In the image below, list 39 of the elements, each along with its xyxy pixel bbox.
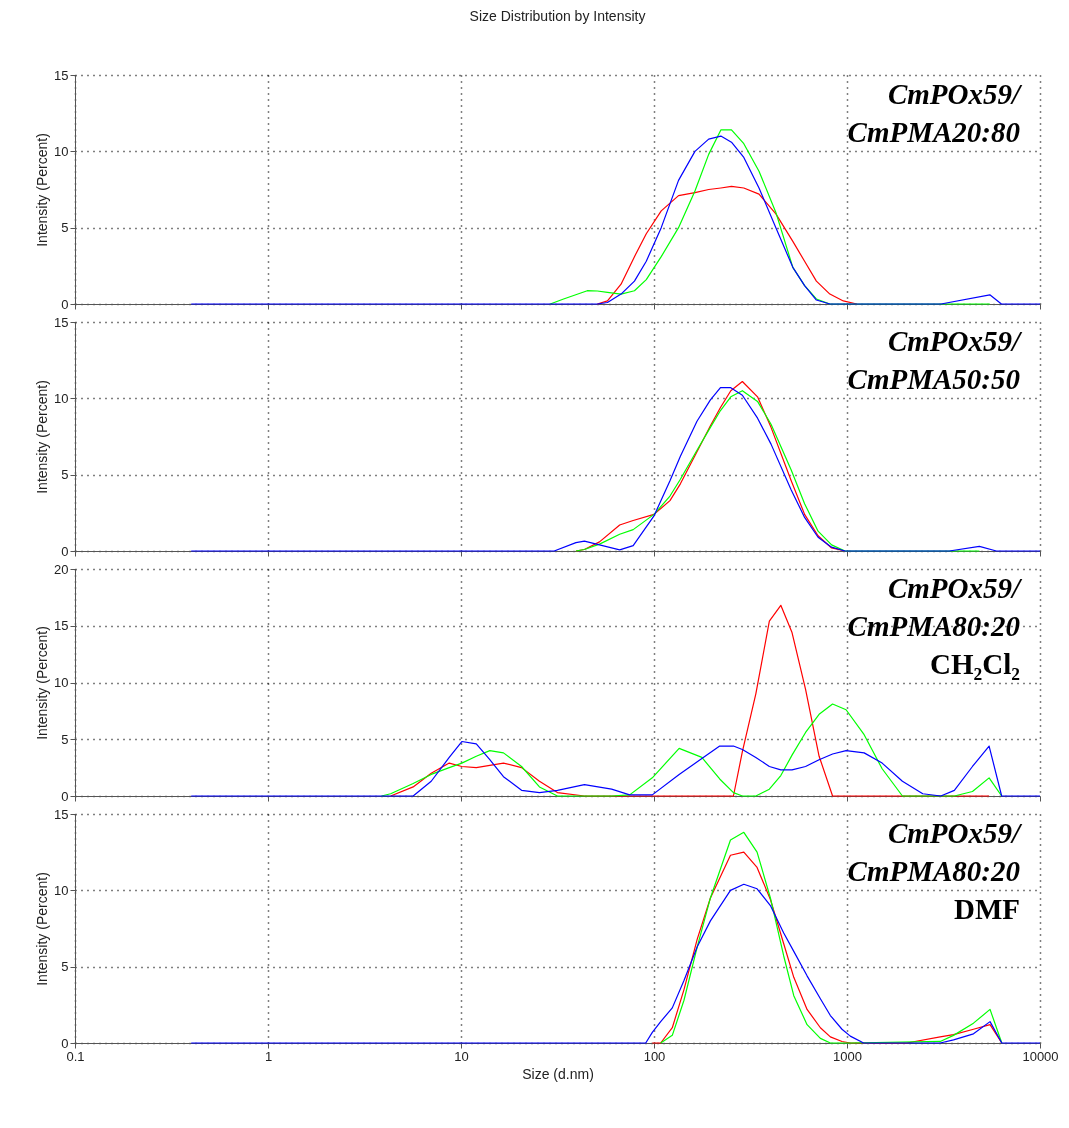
y-axis-title: Intensity (Percent)	[34, 872, 51, 986]
y-axis-title: Intensity (Percent)	[34, 380, 51, 494]
x-axis-title: Size (d.nm)	[522, 1065, 594, 1082]
x-tick-label: 1000	[833, 1048, 862, 1064]
annotation: CmPMA80:20	[847, 855, 1020, 887]
y-axis-title: Intensity (Percent)	[34, 133, 51, 247]
y-tick-label: 5	[61, 959, 69, 975]
y-tick-label: 15	[54, 314, 69, 330]
y-tick-label: 20	[54, 561, 69, 577]
x-tick-label: 0.1	[66, 1048, 85, 1064]
annotation: CmPOx59/	[887, 325, 1023, 357]
y-tick-label: 5	[61, 467, 69, 483]
x-tick-label: 10000	[1022, 1048, 1059, 1064]
annotation: CmPOx59/	[887, 78, 1023, 110]
annotation: CmPMA20:80	[847, 116, 1020, 148]
y-tick-label: 0	[61, 543, 69, 559]
y-tick-label: 0	[61, 1035, 69, 1051]
y-axis-title: Intensity (Percent)	[34, 626, 51, 740]
chart-title: Size Distribution by Intensity	[469, 8, 646, 24]
y-tick-label: 15	[54, 806, 69, 822]
y-tick-label: 10	[54, 143, 69, 159]
annotation: CmPMA50:50	[847, 363, 1020, 395]
y-tick-label: 10	[54, 390, 69, 406]
annotation: DMF	[953, 893, 1020, 925]
y-tick-label: 10	[54, 675, 69, 690]
annotation: CH₂Cl₂	[930, 648, 1020, 680]
x-tick-label: 1	[264, 1048, 273, 1064]
annotation: CmPMA80:20	[847, 610, 1020, 642]
y-tick-label: 10	[54, 882, 69, 898]
x-tick-label: 10	[454, 1048, 469, 1064]
annotation: CmPOx59/	[887, 572, 1023, 604]
y-tick-label: 15	[54, 618, 69, 634]
y-tick-label: 15	[54, 67, 69, 83]
y-tick-label: 5	[61, 731, 69, 747]
y-tick-label: 5	[61, 220, 69, 236]
y-tick-label: 0	[61, 788, 69, 804]
y-tick-label: 0	[61, 296, 69, 312]
x-tick-label: 100	[643, 1048, 666, 1064]
annotation: CmPOx59/	[887, 817, 1023, 849]
